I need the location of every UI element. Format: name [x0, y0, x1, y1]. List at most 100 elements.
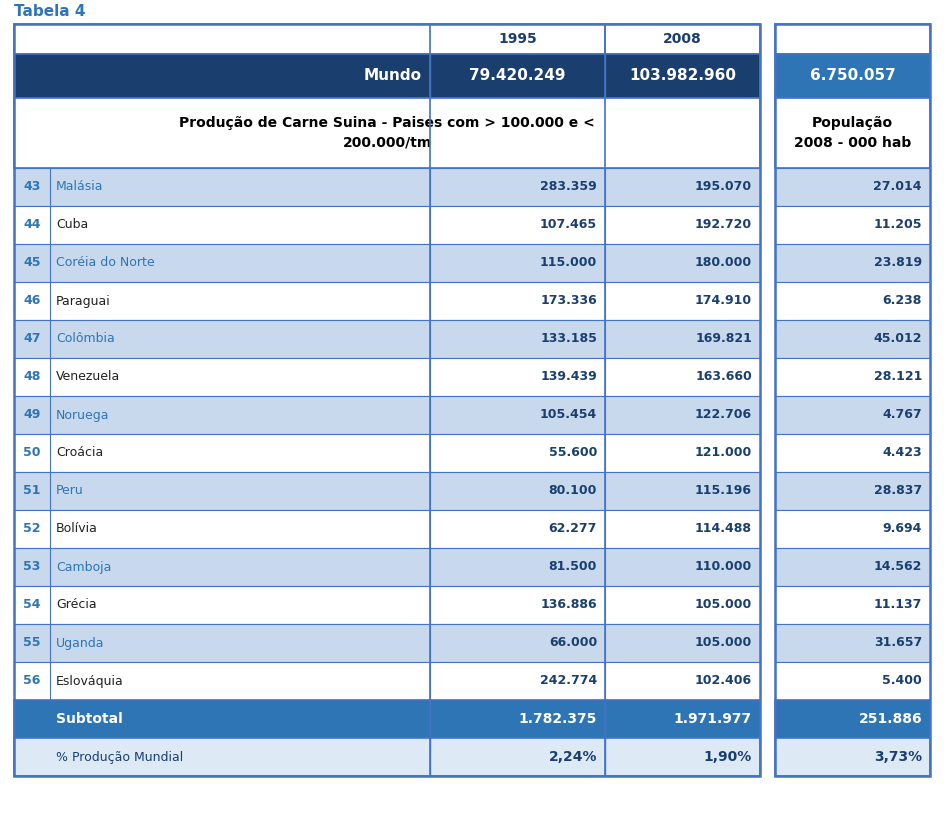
Text: 56: 56 [24, 675, 41, 687]
Text: Cuba: Cuba [56, 218, 88, 231]
Text: 45.012: 45.012 [873, 332, 922, 345]
Bar [14, 282, 760, 320]
Bar [14, 700, 760, 738]
Text: 251.886: 251.886 [858, 712, 922, 726]
Text: Eslováquia: Eslováquia [56, 675, 124, 687]
Text: 110.000: 110.000 [695, 560, 752, 573]
Text: Camboja: Camboja [56, 560, 111, 573]
Text: 81.500: 81.500 [548, 560, 597, 573]
Text: 28.121: 28.121 [873, 371, 922, 384]
Text: 102.406: 102.406 [695, 675, 752, 687]
Bar [775, 510, 930, 548]
Bar [775, 54, 930, 98]
Text: 43: 43 [24, 181, 41, 194]
Text: 121.000: 121.000 [695, 447, 752, 460]
Text: 105.000: 105.000 [695, 599, 752, 612]
Text: 173.336: 173.336 [540, 294, 597, 308]
Text: 46: 46 [24, 294, 41, 308]
Text: 4.423: 4.423 [883, 447, 922, 460]
Text: 1.782.375: 1.782.375 [518, 712, 597, 726]
Bar [775, 738, 930, 776]
Bar [14, 434, 760, 472]
Text: 1.971.977: 1.971.977 [674, 712, 752, 726]
Text: Venezuela: Venezuela [56, 371, 120, 384]
Text: 11.205: 11.205 [873, 218, 922, 231]
Text: Grécia: Grécia [56, 599, 96, 612]
Text: Coréia do Norte: Coréia do Norte [56, 257, 155, 269]
Text: Peru: Peru [56, 484, 84, 497]
Text: Croácia: Croácia [56, 447, 103, 460]
Text: 55.600: 55.600 [548, 447, 597, 460]
Text: 3,73%: 3,73% [874, 750, 922, 764]
Text: 139.439: 139.439 [540, 371, 597, 384]
Bar [775, 396, 930, 434]
Bar [14, 320, 760, 358]
Text: 48: 48 [24, 371, 41, 384]
Bar [775, 206, 930, 244]
Bar [775, 434, 930, 472]
Bar [14, 472, 760, 510]
Text: 136.886: 136.886 [540, 599, 597, 612]
Bar [775, 24, 930, 776]
Text: 107.465: 107.465 [540, 218, 597, 231]
Text: % Produção Mundial: % Produção Mundial [56, 750, 183, 763]
Text: Paraguai: Paraguai [56, 294, 110, 308]
Text: 169.821: 169.821 [695, 332, 752, 345]
Text: 115.000: 115.000 [540, 257, 597, 269]
Text: 133.185: 133.185 [540, 332, 597, 345]
Text: 9.694: 9.694 [883, 523, 922, 536]
Text: 105.454: 105.454 [540, 408, 597, 421]
Text: 49: 49 [24, 408, 41, 421]
Bar [775, 358, 930, 396]
Bar [14, 98, 760, 168]
Text: Subtotal: Subtotal [56, 712, 123, 726]
Text: 28.837: 28.837 [874, 484, 922, 497]
Text: 6.750.057: 6.750.057 [810, 69, 895, 83]
Text: 6.238: 6.238 [883, 294, 922, 308]
Text: Produção de Carne Suina - Paises com > 100.000 e <
200.000/tm: Produção de Carne Suina - Paises com > 1… [179, 116, 595, 150]
Bar [775, 24, 930, 54]
Text: 52: 52 [24, 523, 41, 536]
Text: 180.000: 180.000 [695, 257, 752, 269]
Text: 79.420.249: 79.420.249 [469, 69, 565, 83]
Text: 242.774: 242.774 [540, 675, 597, 687]
Text: 2,24%: 2,24% [548, 750, 597, 764]
Bar [775, 586, 930, 624]
Bar [14, 24, 760, 776]
Text: 11.137: 11.137 [873, 599, 922, 612]
Text: 27.014: 27.014 [873, 181, 922, 194]
Bar [14, 624, 760, 662]
Text: Malásia: Malásia [56, 181, 104, 194]
Text: 23.819: 23.819 [874, 257, 922, 269]
Text: 62.277: 62.277 [548, 523, 597, 536]
Text: 51: 51 [24, 484, 41, 497]
Text: 1995: 1995 [498, 32, 537, 46]
Text: 163.660: 163.660 [695, 371, 752, 384]
Text: Mundo: Mundo [364, 69, 422, 83]
Bar [14, 168, 760, 206]
Bar [14, 510, 760, 548]
Text: 105.000: 105.000 [695, 636, 752, 649]
Bar [14, 206, 760, 244]
Text: 80.100: 80.100 [548, 484, 597, 497]
Bar [14, 662, 760, 700]
Bar [14, 244, 760, 282]
Text: 44: 44 [24, 218, 41, 231]
Text: 2008: 2008 [663, 32, 702, 46]
Text: 50: 50 [24, 447, 41, 460]
Bar [775, 98, 930, 168]
Bar [775, 282, 930, 320]
Text: 45: 45 [24, 257, 41, 269]
Text: Uganda: Uganda [56, 636, 105, 649]
Bar [14, 738, 760, 776]
Bar [14, 358, 760, 396]
Text: 103.982.960: 103.982.960 [629, 69, 736, 83]
Bar [14, 24, 760, 54]
Bar [775, 320, 930, 358]
Text: 1,90%: 1,90% [703, 750, 752, 764]
Text: 55: 55 [24, 636, 41, 649]
Text: 4.767: 4.767 [883, 408, 922, 421]
Bar [775, 662, 930, 700]
Bar [775, 168, 930, 206]
Text: 54: 54 [24, 599, 41, 612]
